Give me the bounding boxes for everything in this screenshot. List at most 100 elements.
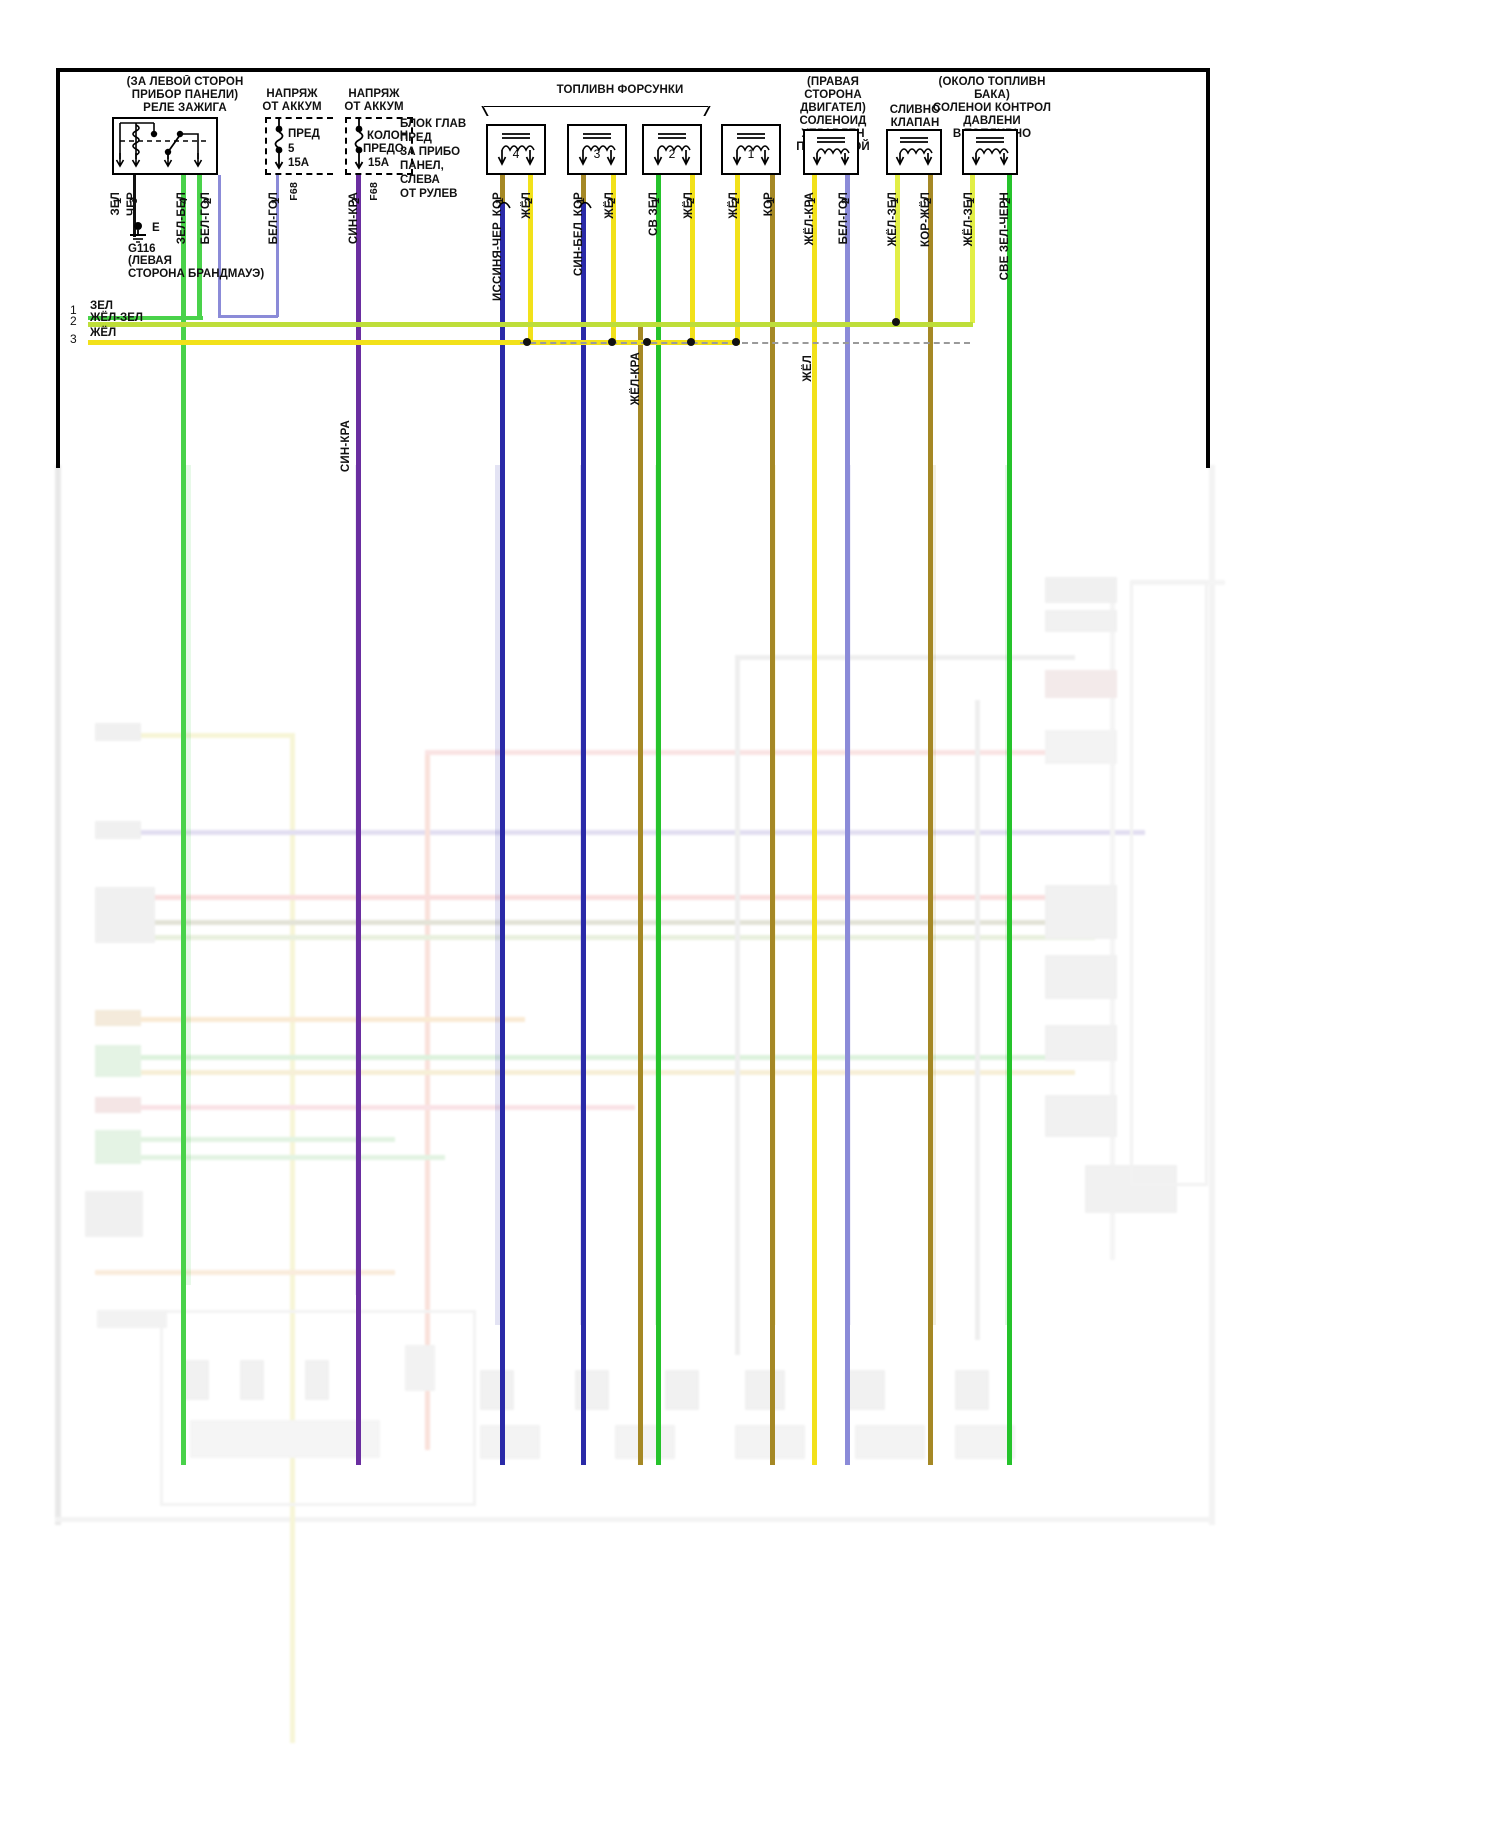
drain-valve-caption: СЛИВНО КЛАПАН — [872, 104, 958, 130]
fuse-2-rating: 15A — [368, 157, 390, 169]
injector-2-lower-label: ЖЁЛ-КРА — [630, 352, 642, 406]
wire-f68-2-purple — [356, 175, 361, 1465]
drain-caption-line-2: КЛАПАН — [890, 117, 940, 129]
injector-3-lower-label: СИН-БЕЛ — [573, 222, 585, 277]
fuse-2-caption: НАПРЯЖ ОТ АККУМ — [330, 88, 418, 114]
sheet-left-border — [56, 68, 60, 468]
svg-text:1: 1 — [748, 147, 755, 161]
injector-2-box[interactable]: 2 — [642, 124, 702, 175]
purge-solenoid-box[interactable] — [803, 129, 859, 175]
dashed-continuation-line — [520, 342, 970, 344]
injector-4-lower-label: ИССИНЯ-ЧЕР — [492, 222, 504, 301]
wire-drain-pin2-brownyellow — [928, 175, 933, 1465]
junction-dot-2 — [608, 338, 616, 346]
ground-note-line-1: (ЛЕВАЯ — [128, 255, 172, 267]
wire-inj4-pin2-yellow — [528, 175, 533, 345]
injector-4-box[interactable]: 4 — [486, 124, 546, 175]
wire-drain-pin1-yellowgreen — [895, 175, 900, 323]
wire-inj4-pin1-brown — [500, 175, 505, 203]
bus-row-1-number: 1 — [70, 303, 77, 317]
injector-1-pin-2-label: ЖЁЛ — [728, 192, 740, 219]
fuse-1-caption: НАПРЯЖ ОТ АККУМ — [248, 88, 336, 114]
bus-row-3-label: ЖЁЛ — [90, 327, 117, 339]
injector-4-splice-icon — [496, 196, 512, 214]
caption-line-2: ПРИБОР ПАНЕЛИ) — [131, 89, 239, 101]
injector-3-box[interactable]: 3 — [567, 124, 627, 175]
fuse-1-number: 5 — [288, 143, 295, 155]
svg-text:2: 2 — [669, 147, 676, 161]
note-line-4: ПАНЕЛ, — [400, 160, 444, 172]
caption-line-1: (ЗА ЛЕВОЙ СТОРОН — [126, 76, 244, 88]
fuse-1-caption-line-1: НАПРЯЖ — [266, 88, 318, 100]
wire-inj3-pin2-yellow — [611, 175, 616, 345]
injectors-group-brace — [484, 106, 708, 107]
injector-2-pin-2-label: ЖЁЛ — [683, 192, 695, 219]
wire-relay-pin2-whiteblue — [218, 175, 221, 317]
relay-pin-1-label: ЗЕЛ — [110, 192, 122, 216]
relay-pin-2-label: БЕЛ-ГОЛ — [200, 192, 212, 245]
fuse-1-name: ПРЕД — [288, 128, 320, 140]
ground-tag: E — [152, 222, 160, 234]
bus-junction-dot-right — [892, 318, 900, 326]
injector-4-pin-2-label: ЖЁЛ — [521, 192, 533, 219]
purge-caption-line-3: ДВИГАТЕЛ) — [800, 102, 866, 114]
wire-tank-pin1-yellowgreen — [970, 175, 975, 323]
tank-pin-2-label: СВЕ ЗЕЛ-ЧЕРН — [999, 192, 1011, 281]
wire-relay-pin3-black — [133, 175, 136, 237]
fuse-1-pin-label: БЕЛ-ГОЛ — [268, 192, 280, 245]
junction-dot-5 — [732, 338, 740, 346]
wire-inj1-pin2-yellow — [735, 175, 740, 345]
caption-line-3: РЕЛЕ ЗАЖИГА — [143, 102, 227, 114]
drain-caption-line-1: СЛИВНО — [889, 104, 941, 116]
tank-caption-line-2: БАКА) — [974, 89, 1010, 101]
ignition-relay-caption: (ЗА ЛЕВОЙ СТОРОН ПРИБОР ПАНЕЛИ) РЕЛЕ ЗАЖ… — [70, 76, 300, 115]
background-trunk-lines — [55, 465, 1215, 1525]
injector-1-box[interactable]: 1 — [721, 124, 781, 175]
ground-note-line-2: СТОРОНА БРАНДМАУЭ) — [128, 268, 265, 280]
wire-inj1-pin1-brown — [770, 175, 775, 1465]
injectors-brace-right-tick — [703, 106, 711, 116]
junction-dot-3 — [643, 338, 651, 346]
fuse-2-dashed-box — [345, 117, 413, 175]
ground-code: G116 — [128, 243, 156, 255]
fuse-1-symbol-icon — [268, 115, 298, 182]
tank-caption-line-3: СОЛЕНОИ КОНТРОЛ — [932, 102, 1052, 114]
drain-valve-box[interactable] — [886, 129, 942, 175]
ground-note: (ЛЕВАЯ СТОРОНА БРАНДМАУЭ) — [128, 255, 308, 281]
tank-solenoid-box[interactable] — [962, 129, 1018, 175]
wire-relay-pin2-horizontal — [218, 315, 278, 318]
fuse-1-caption-line-2: ОТ АККУМ — [262, 101, 322, 113]
ignition-relay-box[interactable] — [112, 117, 218, 175]
fuse-2-name: КОЛОН — [367, 130, 408, 142]
drain-pin-1-label: ЖЁЛ-ЗЕЛ — [887, 192, 899, 247]
bus-row-1-label: ЗЕЛ — [90, 300, 113, 312]
sheet-right-border — [1206, 68, 1210, 468]
junction-dot-1 — [523, 338, 531, 346]
purge-pin-2-label: БЕЛ-ГОЛ — [838, 192, 850, 245]
wire-inj4-pin1-blue — [500, 203, 505, 1465]
purge-pin-1-label: ЖЁЛ-КРА — [804, 192, 816, 246]
injector-3-pin-2-label: ЖЁЛ — [604, 192, 616, 219]
note-line-5: СЛЕВА — [400, 174, 440, 186]
fuse-1-code: F68 — [288, 182, 300, 201]
fuse-2-name-2: ПРЕДО — [363, 143, 404, 155]
injector-3-splice-icon — [577, 196, 593, 214]
bus-row-2-label: ЖЁЛ-ЗЕЛ — [90, 312, 143, 324]
wire-inj2-pin2-yellow — [690, 175, 695, 345]
bus-row-3-number: 3 — [70, 332, 77, 346]
fuse-2-symbol-icon — [348, 115, 378, 182]
relay-pin-3-label: ЧЕР — [126, 192, 138, 217]
injector-2-pin-1-label: СВ ЗЕЛ — [648, 192, 660, 236]
purge-lower-label: ЖЁЛ — [802, 355, 814, 382]
sheet-top-border — [56, 68, 1210, 72]
svg-text:3: 3 — [594, 147, 601, 161]
injector-1-pin-1-label: КОР — [763, 192, 775, 217]
tank-caption-line-1: (ОКОЛО ТОПЛИВН — [938, 76, 1046, 88]
injectors-brace-left-tick — [481, 106, 489, 116]
wire-yellowred-branch — [638, 322, 643, 1465]
purge-caption-line-4: СОЛЕНОИД — [799, 115, 867, 127]
note-line-6: ОТ РУЛЕВ — [400, 188, 458, 200]
wire-purge-pin1-yellowred — [812, 175, 817, 1465]
fuse-1-dashed-box — [265, 117, 333, 175]
note-line-3: ЗА ПРИБО — [400, 146, 461, 158]
